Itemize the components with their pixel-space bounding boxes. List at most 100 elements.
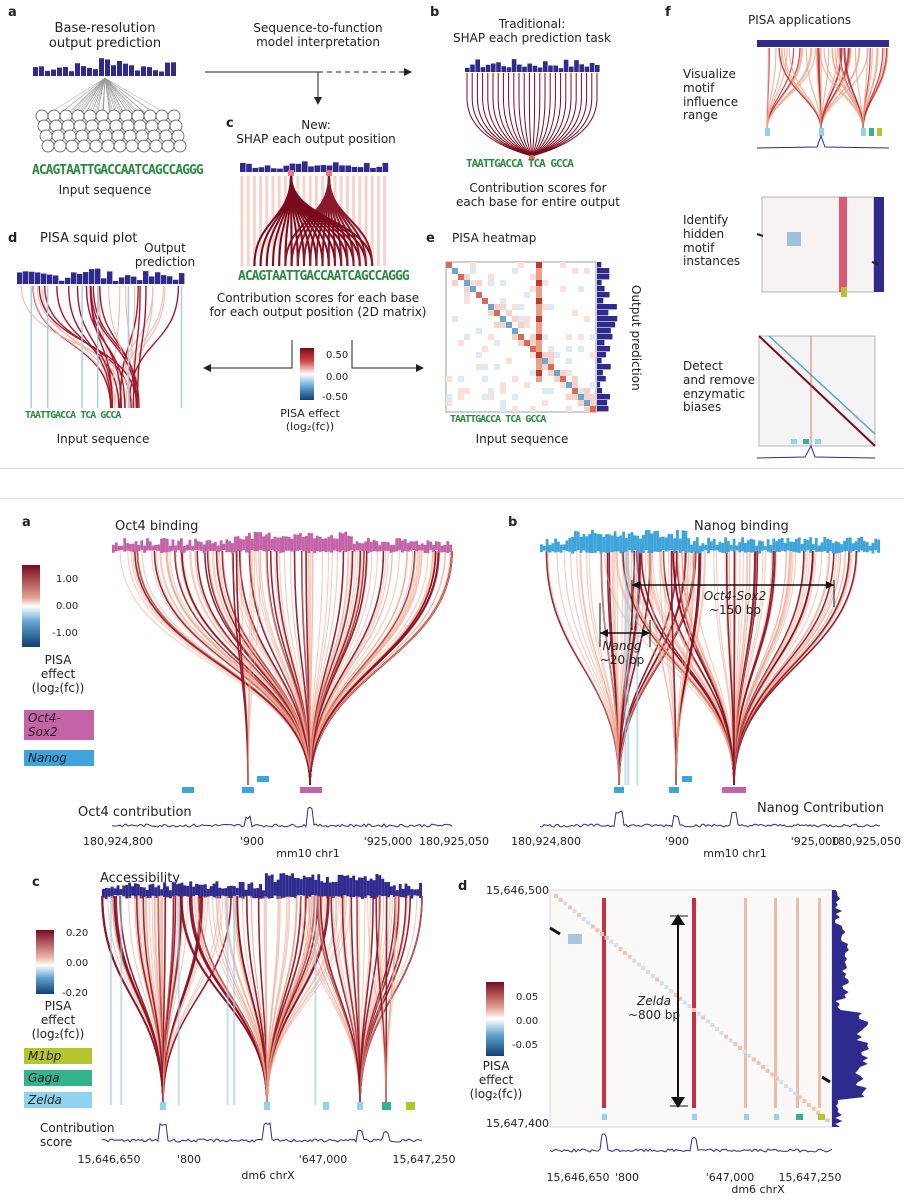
influence-line — [778, 47, 822, 131]
shap-line — [531, 73, 551, 157]
prediction-bar — [113, 280, 119, 284]
panel-d-logo: TAATTGACCA TCA GCCA — [25, 410, 121, 421]
signal-bar — [602, 536, 606, 553]
signal-bar — [279, 873, 283, 899]
influence-line — [309, 550, 362, 786]
influence-line — [615, 550, 735, 786]
signal-bar — [154, 544, 158, 551]
heatmap-cell — [512, 328, 518, 334]
heatmap-cell — [825, 1118, 830, 1123]
signal-bar — [347, 535, 350, 552]
prediction-bar — [33, 67, 38, 76]
squid-line — [136, 285, 147, 409]
shap-line — [531, 73, 562, 157]
signal-bar — [344, 531, 348, 553]
signal-bar — [409, 541, 413, 551]
heatmap-cell — [482, 298, 488, 304]
signal-bar — [823, 537, 827, 552]
panel-d-output: Output prediction — [134, 241, 196, 269]
squid-line — [67, 285, 112, 409]
prediction-bar — [501, 66, 506, 72]
signal-bar — [125, 884, 129, 899]
prediction-bar — [522, 66, 527, 72]
influence-line — [238, 550, 311, 786]
signal-bar — [199, 542, 203, 551]
heatmap-cell — [566, 406, 572, 412]
signal-bar — [355, 880, 358, 897]
heatmap-cell — [548, 358, 554, 364]
heatmap-cell — [512, 268, 518, 274]
influence-line — [114, 895, 164, 1106]
signal-bar — [545, 538, 549, 552]
signal-bar — [148, 541, 152, 551]
panel-b-caption: Contribution scores for each base for ent… — [456, 181, 620, 209]
signal-bar — [276, 879, 280, 899]
signal-bar — [432, 544, 435, 552]
signal-bar — [293, 534, 297, 552]
prediction-bar — [155, 272, 161, 284]
heatmap-cell — [747, 1053, 752, 1058]
signal-bar — [314, 879, 318, 896]
signal-bar — [224, 888, 228, 897]
prediction-bar — [597, 274, 610, 280]
signal-bar — [131, 543, 135, 553]
shap-line — [531, 73, 577, 157]
prediction-bar — [589, 62, 595, 72]
signal-bar — [783, 543, 787, 552]
influence-line — [290, 175, 374, 267]
influence-line — [766, 47, 817, 131]
signal-bar — [282, 873, 286, 898]
signal-bar — [136, 884, 140, 896]
influence-line — [838, 47, 864, 131]
zelda-ytick: 15,647,400 — [486, 1117, 549, 1130]
signal-bar — [863, 541, 866, 552]
signal-bar — [330, 535, 333, 553]
access-xtick: 15,647,250 — [392, 1153, 456, 1166]
heatmap-cell — [458, 340, 464, 346]
access-xtick: 15,646,650 — [77, 1153, 141, 1166]
heatmap-cell — [446, 376, 452, 382]
signal-bar — [732, 538, 736, 552]
heatmap-cell — [530, 334, 536, 340]
oct4-xtick: '925,000 — [363, 835, 413, 848]
signal-bar — [681, 530, 685, 551]
heatmap-cell — [770, 1072, 775, 1077]
prediction-bar — [543, 61, 548, 72]
panel-c-colorbar — [300, 348, 314, 400]
influence-line — [162, 895, 206, 1106]
signal-bar — [857, 537, 861, 553]
prediction-bar — [597, 280, 602, 286]
signal-bar — [273, 882, 277, 896]
influence-line — [733, 550, 767, 786]
signal-bar — [180, 882, 184, 898]
signal-bar — [200, 884, 204, 897]
prediction-bar — [69, 71, 74, 76]
prediction-bar — [179, 273, 185, 284]
signal-bar — [712, 538, 716, 551]
signal-bar — [605, 534, 608, 553]
signal-bar — [333, 538, 336, 551]
panel-e-side-label: Output prediction — [629, 285, 643, 391]
prediction-bar — [57, 67, 62, 76]
panel-c-tick: 0.00 — [326, 372, 349, 383]
signal-bar — [778, 538, 781, 553]
heatmap-cell — [788, 1087, 793, 1092]
heatmap-cell — [464, 388, 470, 394]
signal-bar — [114, 542, 118, 552]
signal-bar — [367, 538, 370, 553]
influence-line — [266, 550, 311, 786]
heatmap-cell — [584, 400, 590, 406]
heatmap-cell — [464, 274, 470, 280]
heatmap-cell — [807, 1103, 811, 1107]
heatmap-cell — [600, 932, 604, 936]
signal-bar — [134, 541, 138, 553]
heatmap-cell — [604, 935, 609, 940]
influence-line — [127, 550, 311, 786]
squid-line — [99, 285, 138, 409]
heatmap-cell — [542, 352, 548, 358]
heatmap-cell — [578, 388, 584, 394]
signal-bar — [195, 883, 198, 896]
heatmap-cell — [542, 304, 548, 310]
prediction-bar — [107, 271, 113, 284]
signal-bar — [119, 889, 123, 896]
